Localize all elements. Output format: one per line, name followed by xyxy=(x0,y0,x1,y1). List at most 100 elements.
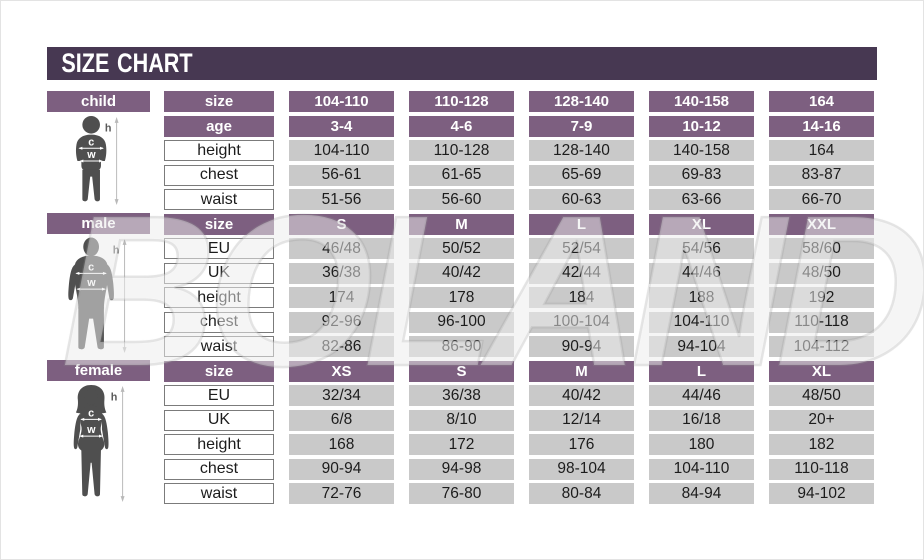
child-waist-value-cell: 60-63 xyxy=(529,189,634,210)
female-eu-value-cell: 44/46 xyxy=(649,385,754,406)
child-row-label-size: size xyxy=(164,91,274,112)
page-title: SIZE CHART xyxy=(61,48,193,78)
male-waist-value-cell: 94-104 xyxy=(649,336,754,357)
child-size-value-cell: 128-140 xyxy=(529,91,634,112)
section-label-male: male xyxy=(47,213,150,234)
child-waist-value-cell: 63-66 xyxy=(649,189,754,210)
child-height-value-cell: 164 xyxy=(769,140,874,161)
child-height-value-cell: 140-158 xyxy=(649,140,754,161)
child-chest-value-cell: 69-83 xyxy=(649,164,754,186)
male-waist-value-cell: 82-86 xyxy=(289,336,394,357)
female-eu-value-cell: 40/42 xyxy=(529,385,634,406)
female-waist-value-cell: 80-84 xyxy=(529,483,634,504)
male-figure-svg: h c w xyxy=(68,237,127,354)
male-silhouette-icon: h c w xyxy=(57,237,141,355)
height-marker-label: h xyxy=(111,392,118,404)
child-row-label-waist: waist xyxy=(164,189,274,210)
child-age-value-cell: 14-16 xyxy=(769,115,874,137)
female-size-value-cell: XS xyxy=(289,360,394,382)
male-waist-value-cell: 90-94 xyxy=(529,336,634,357)
female-eu-value-cell: 32/34 xyxy=(289,385,394,406)
female-waist-value-cell: 76-80 xyxy=(409,483,514,504)
male-row-label-uk: UK xyxy=(164,262,274,284)
female-height-value-cell: 182 xyxy=(769,434,874,455)
male-row-label-chest: chest xyxy=(164,311,274,333)
section-label-female: female xyxy=(47,360,150,381)
male-height-value-cell: 192 xyxy=(769,287,874,308)
male-height-value-cell: 174 xyxy=(289,287,394,308)
child-height-value-cell: 104-110 xyxy=(289,140,394,161)
female-height-value-cell: 176 xyxy=(529,434,634,455)
male-waist-value-cell: 86-90 xyxy=(409,336,514,357)
female-row-label-height: height xyxy=(164,434,274,455)
male-uk-value-cell: 40/42 xyxy=(409,262,514,284)
female-chest-value-cell: 94-98 xyxy=(409,458,514,480)
female-size-value-cell: S xyxy=(409,360,514,382)
male-size-value-cell: XL xyxy=(649,213,754,235)
male-eu-value-cell: 52/54 xyxy=(529,238,634,259)
male-size-value-cell: L xyxy=(529,213,634,235)
male-eu-value-cell: 58/60 xyxy=(769,238,874,259)
female-eu-value-cell: 36/38 xyxy=(409,385,514,406)
section-label-child: child xyxy=(47,91,150,112)
child-row-label-age: age xyxy=(164,115,274,137)
child-age-value-cell: 3-4 xyxy=(289,115,394,137)
female-uk-value-cell: 16/18 xyxy=(649,409,754,431)
male-row-label-height: height xyxy=(164,287,274,308)
female-eu-value-cell: 48/50 xyxy=(769,385,874,406)
child-age-value-cell: 10-12 xyxy=(649,115,754,137)
child-waist-value-cell: 56-60 xyxy=(409,189,514,210)
female-row-label-uk: UK xyxy=(164,409,274,431)
child-age-value-cell: 7-9 xyxy=(529,115,634,137)
male-chest-value-cell: 110-118 xyxy=(769,311,874,333)
female-row-label-eu: EU xyxy=(164,385,274,406)
child-size-value-cell: 104-110 xyxy=(289,91,394,112)
female-chest-value-cell: 98-104 xyxy=(529,458,634,480)
child-age-value-cell: 4-6 xyxy=(409,115,514,137)
child-chest-value-cell: 65-69 xyxy=(529,164,634,186)
chest-marker-label: c xyxy=(88,136,94,148)
male-size-value-cell: M xyxy=(409,213,514,235)
male-row-label-eu: EU xyxy=(164,238,274,259)
female-figure-svg: h c w xyxy=(73,384,125,503)
female-height-value-cell: 172 xyxy=(409,434,514,455)
child-height-value-cell: 128-140 xyxy=(529,140,634,161)
waist-marker-label: w xyxy=(86,277,96,289)
male-eu-value-cell: 46/48 xyxy=(289,238,394,259)
male-chest-value-cell: 100-104 xyxy=(529,311,634,333)
male-chest-value-cell: 96-100 xyxy=(409,311,514,333)
child-waist-value-cell: 66-70 xyxy=(769,189,874,210)
male-chest-value-cell: 104-110 xyxy=(649,311,754,333)
child-chest-value-cell: 61-65 xyxy=(409,164,514,186)
child-waist-value-cell: 51-56 xyxy=(289,189,394,210)
male-height-value-cell: 178 xyxy=(409,287,514,308)
female-size-value-cell: XL xyxy=(769,360,874,382)
male-uk-value-cell: 48/50 xyxy=(769,262,874,284)
size-grid: size 104-110 110-128 128-140 140-158 164 age 3-… xyxy=(164,91,874,504)
female-size-value-cell: L xyxy=(649,360,754,382)
chest-marker-label: c xyxy=(88,261,94,273)
male-row-label-size: size xyxy=(164,213,274,235)
waist-marker-label: w xyxy=(86,149,96,161)
female-waist-value-cell: 94-102 xyxy=(769,483,874,504)
child-chest-value-cell: 56-61 xyxy=(289,164,394,186)
height-marker-label: h xyxy=(113,245,120,257)
male-eu-value-cell: 54/56 xyxy=(649,238,754,259)
female-silhouette-icon: h c w xyxy=(57,384,141,504)
waist-marker-label: w xyxy=(86,424,96,436)
child-row-label-height: height xyxy=(164,140,274,161)
male-size-value-cell: XXL xyxy=(769,213,874,235)
male-eu-value-cell: 50/52 xyxy=(409,238,514,259)
male-height-value-cell: 184 xyxy=(529,287,634,308)
child-size-value-cell: 164 xyxy=(769,91,874,112)
male-chest-value-cell: 92-96 xyxy=(289,311,394,333)
female-chest-value-cell: 104-110 xyxy=(649,458,754,480)
female-height-value-cell: 180 xyxy=(649,434,754,455)
female-uk-value-cell: 8/10 xyxy=(409,409,514,431)
male-size-value-cell: S xyxy=(289,213,394,235)
female-uk-value-cell: 20+ xyxy=(769,409,874,431)
child-size-value-cell: 140-158 xyxy=(649,91,754,112)
female-uk-value-cell: 6/8 xyxy=(289,409,394,431)
female-height-value-cell: 168 xyxy=(289,434,394,455)
